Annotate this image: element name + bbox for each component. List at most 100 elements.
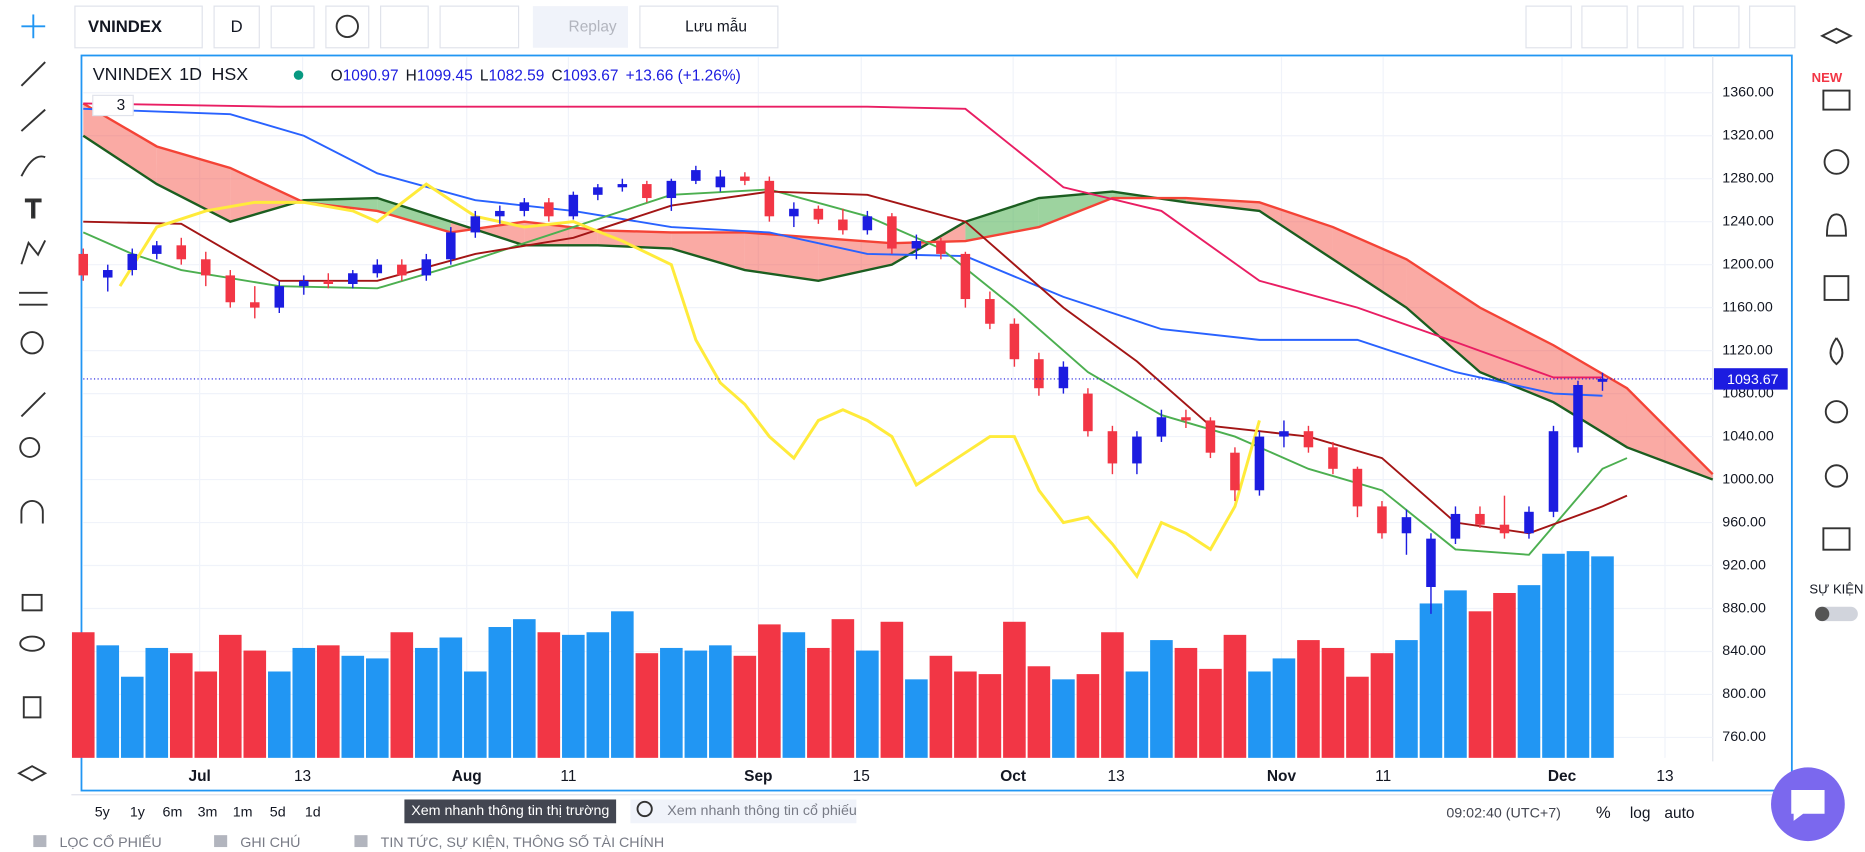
- volume-bar: [1468, 611, 1492, 758]
- chart-type-button[interactable]: [270, 5, 315, 49]
- volume-bar: [1101, 632, 1124, 758]
- candle-body: [1524, 511, 1534, 534]
- volume-bar: [96, 645, 120, 758]
- layout-button[interactable]: [1525, 5, 1572, 49]
- clock: 09:02:40 (UTC+7): [1446, 806, 1561, 822]
- indicator-button[interactable]: [325, 5, 370, 49]
- cloud-fill: [1259, 202, 1333, 260]
- market-button[interactable]: [404, 799, 617, 824]
- search-box[interactable]: [630, 799, 857, 824]
- indicator-line: [83, 107, 1603, 397]
- legend-ohlc: O1090.97 H1099.45 L1082.59 C1093.67 +13.66 (…: [331, 67, 741, 84]
- candle-body: [1279, 431, 1289, 437]
- candle-body: [201, 259, 211, 276]
- candle-body: [960, 253, 971, 300]
- volume-bar: [1297, 640, 1320, 758]
- range-button[interactable]: 5d: [270, 804, 286, 820]
- range-button[interactable]: 1y: [130, 804, 146, 820]
- log-toggle[interactable]: log: [1630, 805, 1651, 822]
- candle-body: [740, 176, 750, 181]
- indicator-count: 3: [117, 97, 126, 114]
- symbol-box[interactable]: [74, 5, 203, 49]
- percent-toggle[interactable]: %: [1596, 803, 1611, 822]
- change: +13.66 (+1.26%): [626, 67, 741, 84]
- tab[interactable]: GHI CHÚ: [240, 834, 300, 851]
- y-tick-label: 1240.00: [1722, 213, 1774, 229]
- c-label: C: [551, 67, 562, 84]
- y-tick-label: 1000.00: [1722, 471, 1774, 487]
- interval: D: [231, 17, 243, 36]
- range-button[interactable]: 1d: [305, 804, 321, 820]
- volume-bar: [1174, 647, 1198, 758]
- right-sidebar-icons: [1820, 27, 1853, 551]
- range-button[interactable]: 5y: [95, 804, 111, 820]
- candle-body: [985, 299, 995, 324]
- volume-bar: [586, 632, 610, 758]
- candle-body: [1009, 323, 1020, 360]
- panel-button[interactable]: [1693, 5, 1740, 49]
- volume-bar: [758, 624, 781, 758]
- tab[interactable]: LỌC CỔ PHIẾU: [59, 833, 161, 851]
- save-button[interactable]: [639, 5, 779, 49]
- toggle-knob: [1815, 606, 1830, 622]
- volume-bar: [1223, 634, 1247, 758]
- candle-body: [225, 275, 236, 303]
- cloud-fill: [1553, 345, 1627, 448]
- chart-frame: [80, 54, 1793, 792]
- y-tick-label: 840.00: [1722, 643, 1766, 659]
- y-tick-label: 1040.00: [1722, 428, 1774, 444]
- tab-lock: [214, 835, 228, 848]
- candle-body: [1328, 447, 1338, 469]
- tab-lock: [33, 835, 47, 848]
- cloud-fill: [230, 167, 304, 222]
- candle-body: [495, 210, 505, 217]
- text-tool[interactable]: T: [24, 193, 42, 225]
- x-tick-label: 15: [853, 768, 870, 785]
- legend-title: VNINDEX 1D HSX: [93, 64, 248, 84]
- share-button[interactable]: [1749, 5, 1796, 49]
- open: 1090.97: [343, 67, 399, 84]
- candle-body: [299, 280, 309, 287]
- undo-redo[interactable]: [439, 5, 520, 49]
- indicator-toggle[interactable]: [92, 94, 134, 117]
- candle-body: [446, 232, 456, 260]
- indicator-line: [118, 182, 1261, 580]
- candle-body: [1034, 359, 1044, 389]
- volume-bar: [1591, 556, 1614, 758]
- auto-toggle[interactable]: auto: [1664, 805, 1694, 822]
- candle-body: [103, 270, 113, 278]
- cloud-fill: [597, 230, 672, 249]
- alert-button[interactable]: [380, 5, 429, 49]
- legend-exchange: HSX: [211, 64, 248, 84]
- candle-body: [176, 245, 187, 260]
- tab[interactable]: TIN TỨC, SỰ KIỆN, THÔNG SỐ TÀI CHÍNH: [381, 833, 665, 851]
- fullscreen-button[interactable]: [1637, 5, 1684, 49]
- range-button[interactable]: 6m: [163, 804, 183, 820]
- candle-body: [421, 259, 432, 276]
- close: 1093.67: [563, 67, 619, 84]
- candle-body: [1156, 417, 1167, 437]
- settings-button[interactable]: [1581, 5, 1628, 49]
- volume-bar: [1003, 621, 1026, 758]
- range-button[interactable]: 1m: [233, 804, 253, 820]
- candle-body: [936, 241, 946, 254]
- replay-button[interactable]: [532, 6, 629, 48]
- candle-body: [1107, 431, 1118, 464]
- y-tick-label: 1200.00: [1722, 256, 1774, 272]
- candle-body: [544, 202, 554, 217]
- volume-bar: [1542, 553, 1565, 758]
- candle-body: [789, 208, 799, 217]
- x-tick-label: Dec: [1548, 768, 1577, 785]
- interval-box[interactable]: [213, 5, 260, 49]
- candle-body: [1548, 431, 1559, 512]
- cloud-fill: [744, 232, 819, 281]
- status-dot: [293, 70, 304, 80]
- candle-body: [152, 245, 162, 254]
- y-tick-label: 1360.00: [1722, 85, 1774, 101]
- volume-bar: [366, 658, 389, 758]
- range-button[interactable]: 3m: [198, 804, 218, 820]
- candle-body: [813, 208, 824, 220]
- bottom-tabs: LỌC CỔ PHIẾU GHI CHÚ TIN TỨC, SỰ KIỆN, THÔ…: [33, 833, 664, 851]
- candle-body: [1573, 384, 1583, 448]
